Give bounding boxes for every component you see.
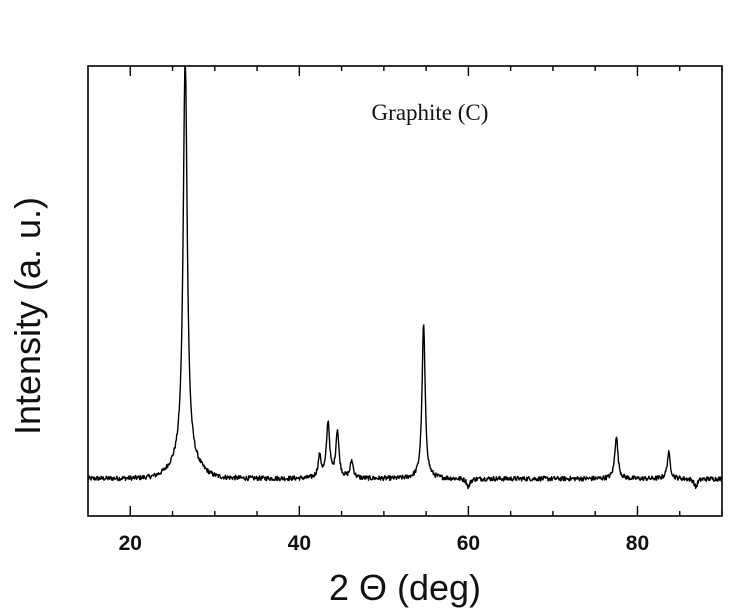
x-tick-label: 40 <box>288 532 311 555</box>
x-tick-label: 80 <box>626 532 649 555</box>
xrd-pattern-line <box>87 65 723 490</box>
plot-area <box>87 65 723 517</box>
phase-annotation: Graphite (C) <box>372 100 489 125</box>
x-axis-title: 2 Θ (deg) <box>329 567 481 608</box>
x-tick-label: 60 <box>457 532 480 555</box>
y-axis-title: Intensity (a. u.) <box>7 197 48 435</box>
peak-markers <box>185 66 696 488</box>
plot-frame <box>87 65 723 517</box>
x-axis-ticks <box>129 66 723 516</box>
x-tick-label: 20 <box>119 532 142 555</box>
x-tick-labels: 20 40 60 80 <box>119 532 650 555</box>
